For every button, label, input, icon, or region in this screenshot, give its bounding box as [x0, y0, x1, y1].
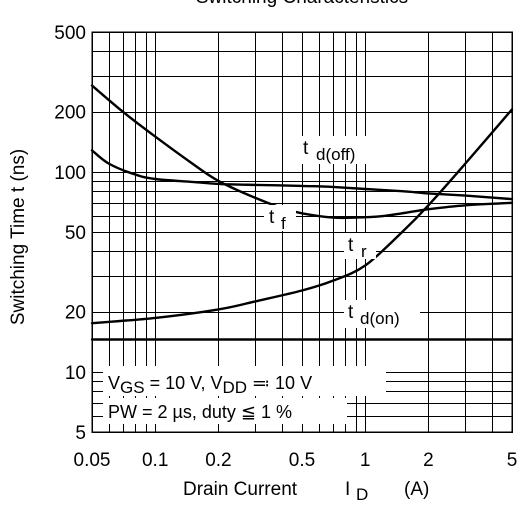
plot-frame	[91, 31, 513, 433]
y-tick-label: 200	[54, 103, 86, 124]
y-tick-label: 500	[54, 23, 86, 44]
label-tdoff-sub: d(off)	[316, 145, 355, 164]
y-tick-label: 100	[54, 163, 86, 184]
label-tr-sub: r	[361, 242, 367, 261]
label-tf-main: t	[269, 207, 275, 228]
label-mask-tf	[264, 205, 296, 231]
series-line-1	[90, 84, 514, 220]
x-axis-title-text: Drain Current	[183, 479, 298, 500]
conditions-mask-2	[103, 398, 347, 424]
series-line-0	[90, 149, 514, 201]
x-tick-label: 1	[360, 450, 371, 471]
x-axis-title-symbol: I	[345, 479, 350, 500]
x-tick-label: 0.1	[142, 450, 168, 471]
label-tr-main: t	[348, 235, 354, 256]
x-tick-label: 0.05	[74, 450, 111, 471]
curve-labels: t d(off) t f t r t d(on)	[264, 136, 420, 328]
plot-grid	[92, 32, 513, 433]
x-tick-label: 0.5	[289, 450, 315, 471]
test-conditions: VGS = 10 V, VDD ≕ 10 V PW = 2 µs, duty ≦…	[103, 366, 386, 424]
condition-pw-duty: PW = 2 µs, duty ≦ 1 %	[108, 402, 292, 422]
plot-curves	[90, 84, 514, 341]
label-mask-tdon	[344, 300, 420, 328]
x-tick-label: 2	[423, 450, 434, 471]
x-axis-title-subscript: D	[356, 485, 368, 504]
x-tick-label: 5	[507, 450, 518, 471]
label-tdon-sub: d(on)	[360, 309, 400, 328]
y-tick-label: 20	[65, 303, 86, 324]
label-mask-tr	[344, 233, 376, 259]
chart-title: Switching Characteristics	[196, 0, 408, 8]
label-tdon-main: t	[348, 302, 354, 323]
y-tick-labels: 5 10 20 50 100 200 500	[54, 23, 86, 444]
label-tf-sub: f	[281, 214, 286, 233]
label-mask-tdoff	[297, 136, 377, 164]
series-line-2	[90, 108, 514, 325]
y-tick-label: 5	[75, 423, 86, 444]
y-axis-title: Switching Time t (ns)	[8, 149, 29, 325]
conditions-mask-1	[103, 366, 386, 396]
x-tick-labels: 0.05 0.1 0.2 0.5 1 2 5	[74, 450, 518, 471]
label-tdoff-main: t	[303, 138, 309, 159]
y-tick-label: 50	[65, 223, 86, 244]
condition-vgs: VGS = 10 V, VDD ≕ 10 V	[108, 373, 312, 397]
y-tick-label: 10	[65, 363, 86, 384]
x-tick-label: 0.2	[205, 450, 231, 471]
x-axis-title-unit: (A)	[404, 479, 429, 500]
x-axis-title: Drain Current I D (A)	[183, 479, 429, 504]
